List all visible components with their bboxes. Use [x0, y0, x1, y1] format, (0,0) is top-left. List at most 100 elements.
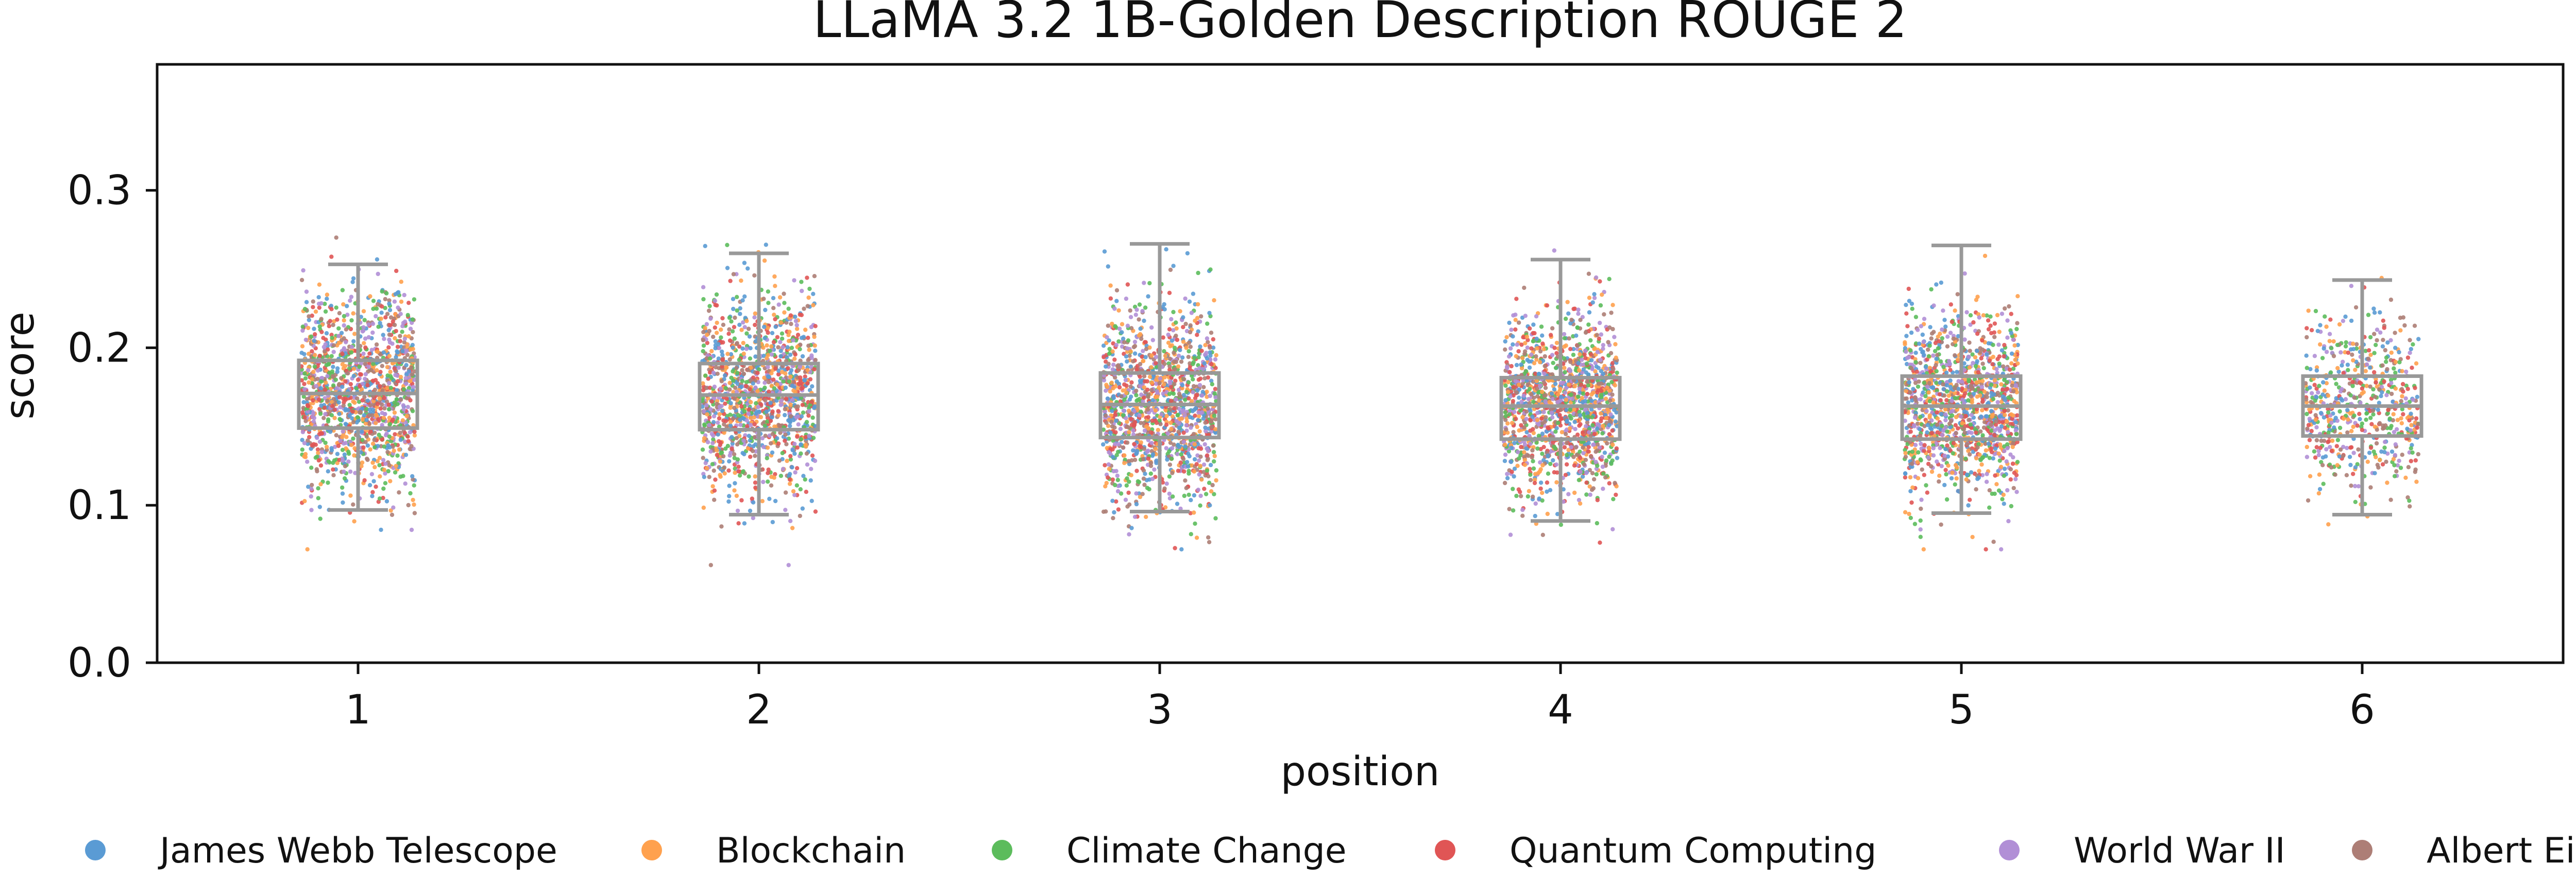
data-point — [350, 280, 355, 284]
data-point — [779, 370, 785, 374]
data-point — [783, 412, 787, 418]
data-point — [1184, 419, 1189, 424]
data-point — [1567, 367, 1572, 372]
data-point — [1212, 413, 1217, 418]
data-point — [344, 435, 349, 439]
data-point — [1199, 349, 1204, 353]
data-point — [812, 334, 817, 339]
data-point — [1199, 477, 1204, 482]
data-point — [1203, 428, 1208, 434]
data-point — [346, 371, 350, 376]
data-point — [309, 465, 314, 470]
data-point — [763, 434, 768, 438]
data-point — [406, 334, 411, 339]
data-point — [735, 457, 740, 462]
data-point — [387, 422, 393, 426]
data-point — [778, 430, 783, 435]
data-point — [723, 386, 728, 390]
data-point — [398, 430, 402, 435]
data-point — [731, 416, 736, 421]
data-point — [721, 322, 726, 327]
data-point — [795, 414, 800, 419]
data-point — [1106, 462, 1111, 467]
data-point — [375, 349, 380, 354]
data-point — [783, 490, 788, 495]
data-point — [804, 451, 809, 456]
data-point — [1164, 247, 1168, 252]
data-point — [1198, 493, 1203, 498]
data-point — [725, 443, 731, 448]
data-point — [773, 472, 777, 477]
data-point — [741, 340, 745, 346]
data-point — [388, 369, 393, 374]
data-point — [1514, 417, 1518, 421]
data-point — [1110, 408, 1114, 413]
data-point — [1142, 446, 1147, 451]
data-point — [1132, 457, 1138, 462]
data-point — [1111, 341, 1115, 346]
data-point — [363, 421, 368, 426]
data-point — [1577, 478, 1581, 482]
data-point — [771, 306, 776, 310]
data-point — [364, 418, 369, 422]
data-point — [795, 445, 800, 450]
data-point — [391, 319, 395, 324]
data-point — [1212, 492, 1216, 496]
data-point — [806, 295, 811, 300]
data-point — [768, 349, 772, 353]
data-point — [1107, 450, 1111, 455]
data-point — [765, 456, 770, 460]
data-point — [371, 361, 376, 366]
data-point — [809, 400, 815, 404]
data-point — [776, 441, 781, 446]
data-point — [1149, 408, 1154, 412]
data-point — [761, 445, 766, 450]
data-point — [387, 445, 392, 450]
data-point — [402, 439, 408, 444]
data-point — [393, 470, 398, 475]
data-point — [753, 385, 758, 390]
data-point — [1143, 305, 1148, 310]
data-point — [796, 422, 801, 427]
data-point — [401, 403, 405, 408]
data-point — [772, 475, 776, 480]
data-point — [770, 450, 775, 455]
data-point — [1174, 359, 1178, 365]
data-point — [1125, 420, 1129, 424]
data-point — [1508, 532, 1513, 537]
data-point — [762, 375, 767, 380]
data-point — [1192, 356, 1197, 360]
data-point — [340, 485, 345, 490]
data-point — [338, 438, 343, 443]
data-point — [1183, 296, 1188, 301]
data-point — [714, 331, 719, 335]
data-point — [741, 371, 747, 376]
data-point — [1128, 364, 1133, 369]
data-point — [753, 480, 758, 485]
data-point — [317, 505, 322, 509]
data-point — [805, 462, 810, 467]
data-point — [304, 289, 309, 294]
data-point — [1160, 305, 1165, 309]
data-point — [1167, 411, 1172, 416]
data-point — [1170, 414, 1175, 419]
data-point — [1127, 353, 1132, 358]
data-point — [384, 291, 389, 296]
data-point — [400, 418, 405, 423]
data-point — [369, 472, 375, 476]
data-point — [1527, 365, 1532, 370]
data-point — [807, 348, 811, 352]
data-point — [742, 294, 747, 299]
data-point — [1210, 382, 1214, 387]
data-point — [326, 469, 330, 474]
data-point — [751, 407, 756, 412]
data-point — [1142, 318, 1146, 323]
data-point — [739, 327, 744, 332]
data-point — [1139, 440, 1143, 445]
data-point — [1114, 499, 1118, 504]
data-point — [1568, 347, 1573, 351]
data-point — [719, 335, 723, 340]
data-point — [1564, 343, 1568, 348]
data-point — [1534, 354, 1538, 359]
data-point — [402, 430, 407, 436]
